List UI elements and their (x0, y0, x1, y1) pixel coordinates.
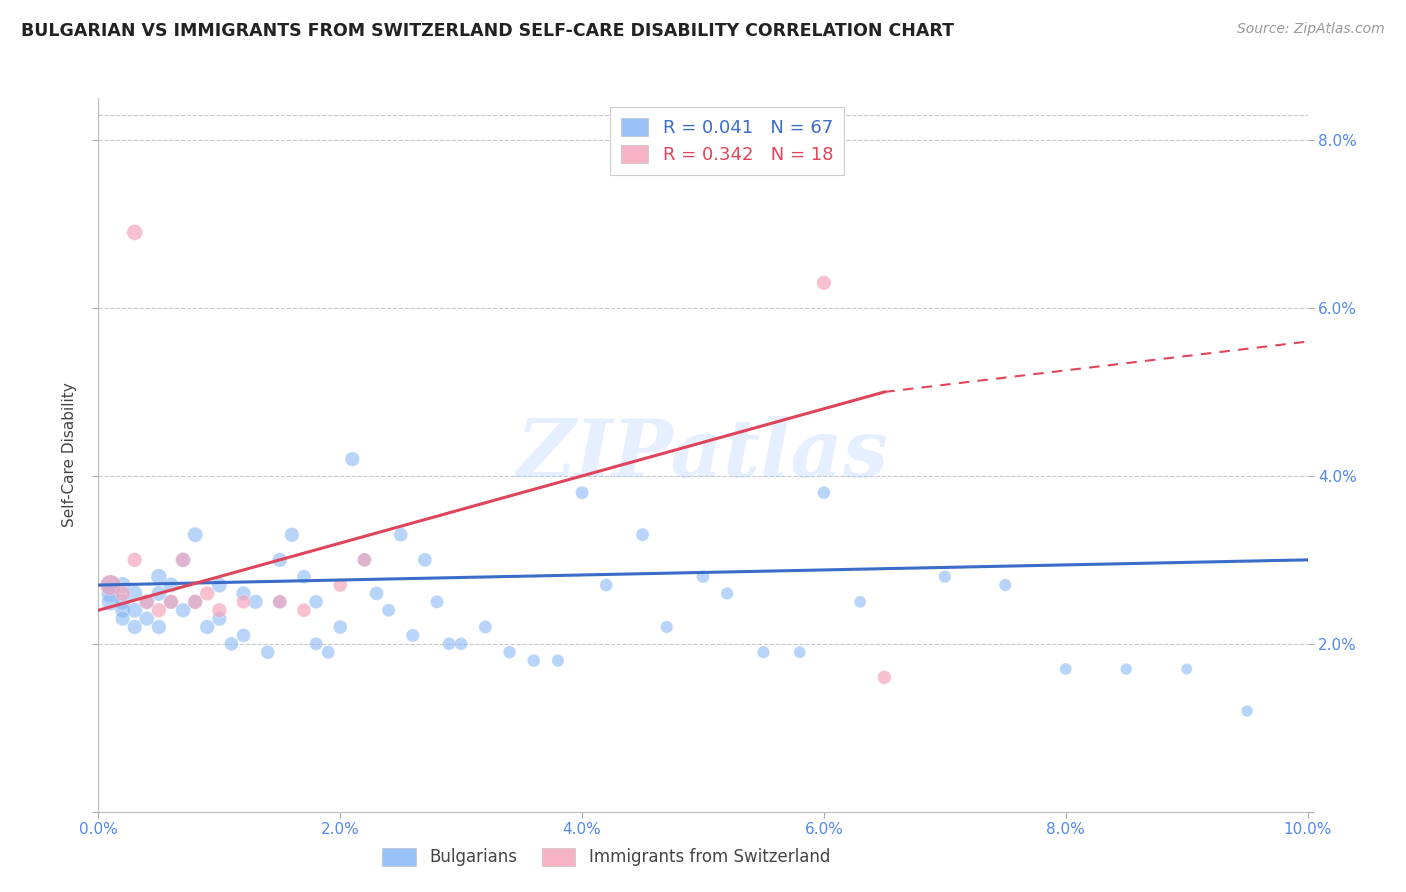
Point (208, 578, 231, 592)
Point (135, 595, 157, 609)
Point (813, 276, 835, 290)
Point (208, 612, 231, 626)
Point (305, 637, 328, 651)
Point (124, 553, 146, 567)
Point (148, 569, 170, 583)
Point (377, 603, 399, 617)
Point (111, 603, 134, 617)
Point (716, 586, 738, 600)
Point (631, 527, 654, 541)
Point (1236, 704, 1258, 718)
Point (353, 553, 375, 567)
Point (389, 527, 412, 541)
Point (172, 603, 194, 617)
Point (1054, 662, 1077, 676)
Point (789, 645, 811, 659)
Point (124, 586, 146, 600)
Point (413, 553, 436, 567)
Point (160, 595, 183, 609)
Point (148, 620, 170, 634)
Point (148, 586, 170, 600)
Point (124, 226, 146, 240)
Point (450, 637, 472, 651)
Point (994, 578, 1017, 592)
Point (172, 553, 194, 567)
Point (195, 620, 218, 634)
Point (1175, 662, 1198, 676)
Point (148, 603, 170, 617)
Point (402, 628, 425, 642)
Point (184, 595, 207, 609)
Point (342, 452, 364, 467)
Point (135, 595, 157, 609)
Point (184, 527, 207, 541)
Point (269, 595, 291, 609)
Point (934, 569, 956, 583)
Point (353, 553, 375, 567)
Point (292, 569, 315, 583)
Point (100, 595, 122, 609)
Point (208, 603, 231, 617)
Point (329, 578, 352, 592)
Point (100, 578, 122, 592)
Point (547, 654, 569, 668)
Point (498, 645, 520, 659)
Point (292, 603, 315, 617)
Point (172, 553, 194, 567)
Point (232, 586, 254, 600)
Point (437, 637, 460, 651)
Point (813, 485, 835, 500)
Point (873, 670, 896, 684)
Point (849, 595, 872, 609)
Text: Source: ZipAtlas.com: Source: ZipAtlas.com (1237, 22, 1385, 37)
Point (1115, 662, 1137, 676)
Point (281, 527, 304, 541)
Point (655, 620, 678, 634)
Point (111, 578, 134, 592)
Point (245, 595, 267, 609)
Point (184, 595, 207, 609)
Point (366, 586, 388, 600)
Point (232, 628, 254, 642)
Y-axis label: Self-Care Disability: Self-Care Disability (62, 383, 77, 527)
Point (426, 595, 449, 609)
Point (124, 620, 146, 634)
Point (269, 553, 291, 567)
Point (124, 603, 146, 617)
Point (595, 578, 617, 592)
Legend: Bulgarians, Immigrants from Switzerland: Bulgarians, Immigrants from Switzerland (374, 839, 838, 875)
Point (752, 645, 775, 659)
Point (571, 485, 593, 500)
Text: ZIPatlas: ZIPatlas (517, 417, 889, 493)
Text: BULGARIAN VS IMMIGRANTS FROM SWITZERLAND SELF-CARE DISABILITY CORRELATION CHART: BULGARIAN VS IMMIGRANTS FROM SWITZERLAND… (21, 22, 955, 40)
Point (100, 586, 122, 600)
Point (195, 586, 218, 600)
Point (329, 620, 352, 634)
Point (305, 595, 328, 609)
Point (316, 645, 339, 659)
Point (474, 620, 496, 634)
Point (269, 595, 291, 609)
Point (111, 612, 134, 626)
Point (111, 586, 134, 600)
Point (692, 569, 714, 583)
Point (232, 595, 254, 609)
Point (256, 645, 278, 659)
Point (100, 578, 122, 592)
Point (160, 578, 183, 592)
Point (135, 612, 157, 626)
Point (523, 654, 546, 668)
Point (221, 637, 243, 651)
Point (160, 595, 183, 609)
Point (111, 595, 134, 609)
